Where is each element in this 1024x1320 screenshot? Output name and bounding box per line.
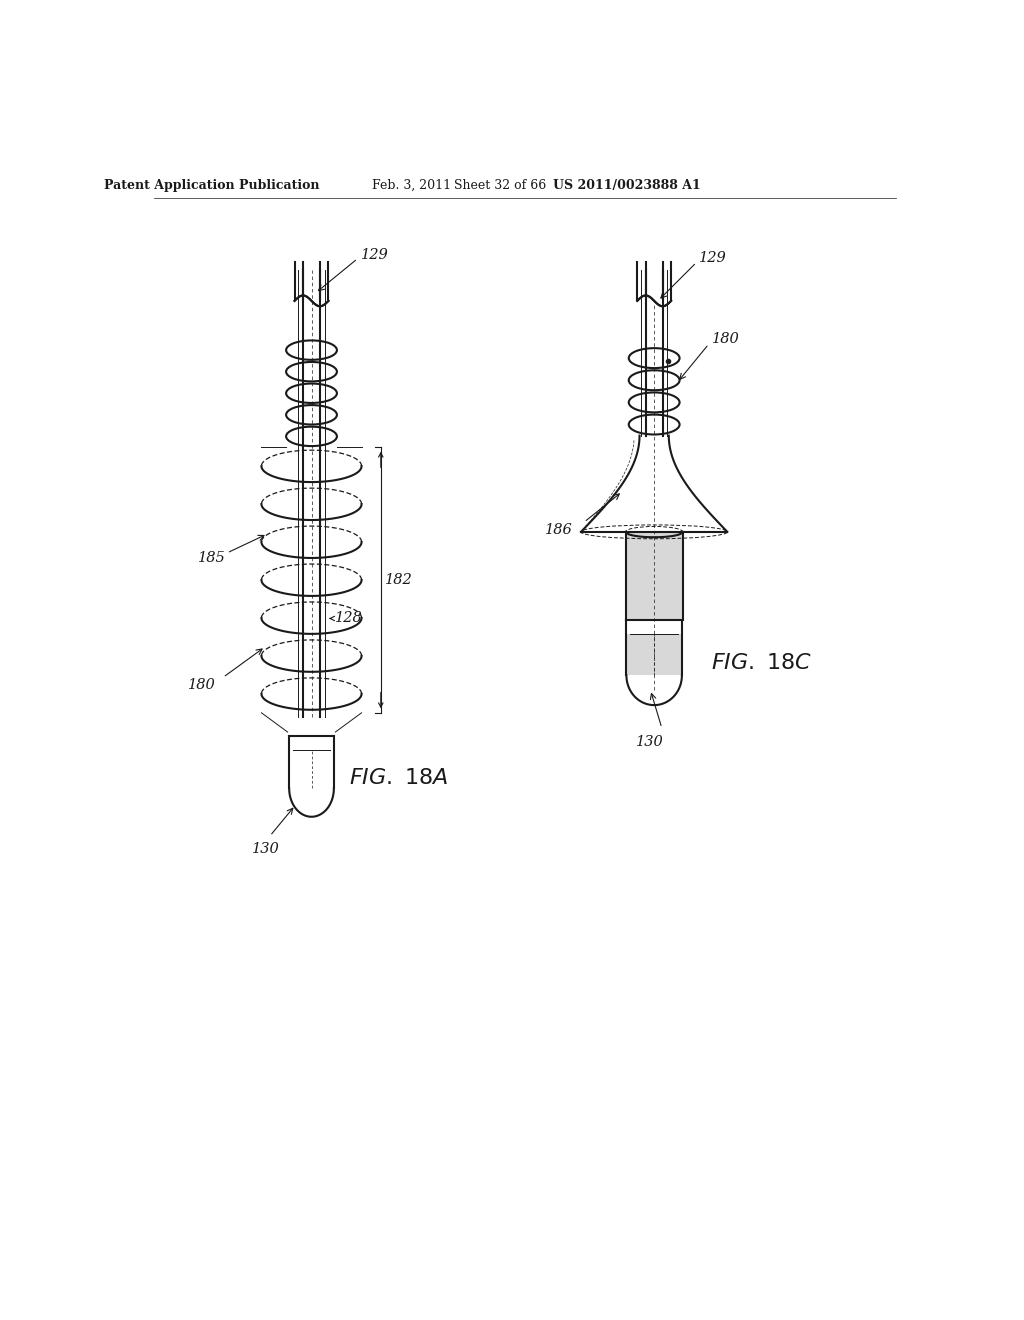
Text: 182: 182 (385, 573, 413, 587)
Text: 129: 129 (360, 248, 388, 261)
Text: Feb. 3, 2011: Feb. 3, 2011 (372, 178, 452, 191)
Text: 130: 130 (637, 735, 665, 748)
Text: 130: 130 (252, 842, 280, 857)
Text: 186: 186 (546, 523, 573, 537)
Text: 129: 129 (698, 251, 727, 265)
Text: Sheet 32 of 66: Sheet 32 of 66 (454, 178, 546, 191)
Text: $\mathit{FIG.\ 18A}$: $\mathit{FIG.\ 18A}$ (349, 767, 449, 789)
Bar (626, 532, 683, 620)
Bar (627, 635, 682, 676)
Text: 185: 185 (199, 552, 226, 565)
Text: Patent Application Publication: Patent Application Publication (103, 178, 319, 191)
Text: $\mathit{FIG.\ 18C}$: $\mathit{FIG.\ 18C}$ (712, 652, 812, 673)
Text: 180: 180 (712, 333, 739, 346)
Text: 128: 128 (336, 611, 364, 626)
Text: US 2011/0023888 A1: US 2011/0023888 A1 (553, 178, 701, 191)
Text: 180: 180 (188, 678, 216, 692)
